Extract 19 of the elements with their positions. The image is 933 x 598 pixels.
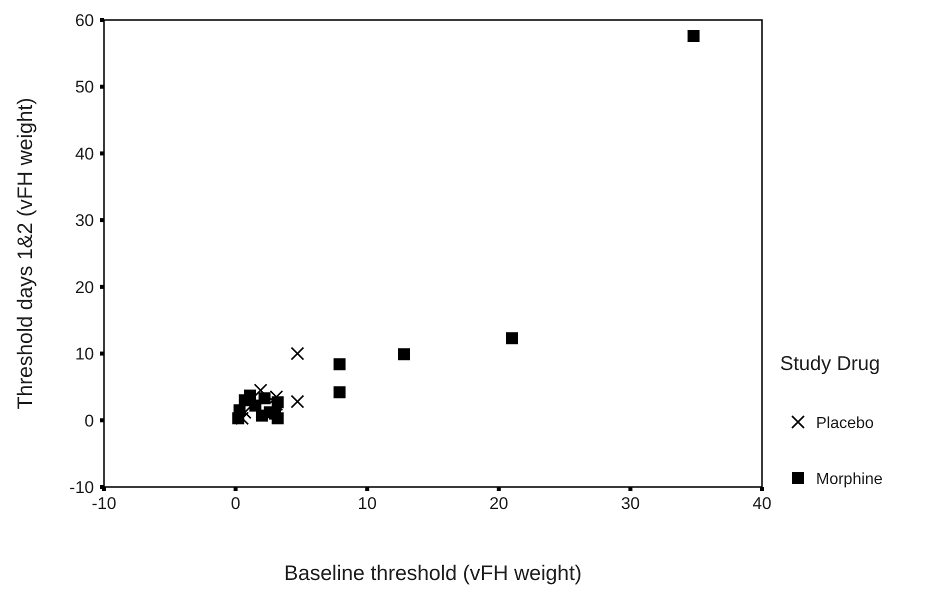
y-tick-label: 20 [75, 278, 94, 297]
y-tick-label: 0 [84, 411, 94, 430]
x-tick-label: -10 [92, 494, 116, 513]
x-axis-title: Baseline threshold (vFH weight) [284, 562, 582, 585]
y-tick-label: 10 [75, 344, 94, 364]
x-tick-label: 40 [752, 494, 772, 513]
x-tick-label: 0 [230, 494, 240, 513]
x-tick-label: 20 [489, 494, 508, 513]
x-tick-label: 10 [358, 494, 377, 513]
y-axis-title: Threshold days 1&2 (vFH weight) [14, 98, 37, 410]
y-tick-label: 40 [75, 144, 94, 164]
legend-title: Study Drug [780, 353, 880, 375]
legend-label: Placebo [816, 415, 874, 432]
y-tick-label: 50 [75, 78, 94, 97]
legend-label: Morphine [816, 471, 883, 488]
y-tick-label: 60 [75, 11, 94, 30]
y-tick-label: 30 [75, 211, 94, 230]
y-tick-label: -10 [69, 478, 94, 497]
x-tick-label: 30 [620, 494, 640, 513]
